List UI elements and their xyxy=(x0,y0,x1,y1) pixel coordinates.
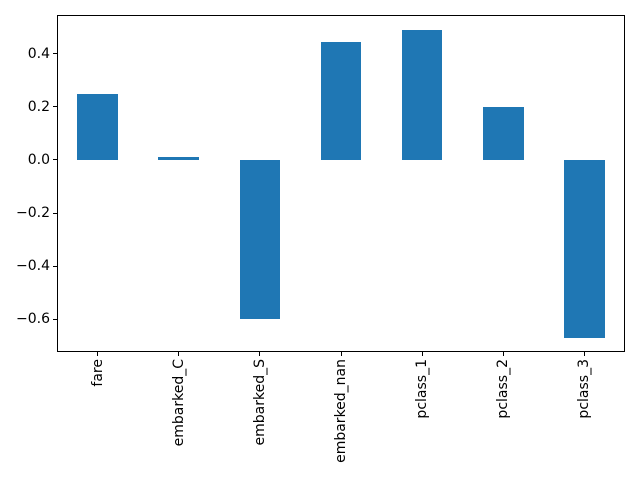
y-tick-label: −0.2 xyxy=(16,205,50,221)
y-tick-mark xyxy=(53,265,57,267)
bar-embarked_C xyxy=(158,157,199,160)
y-tick-label: 0.4 xyxy=(27,45,50,62)
y-tick-label: −0.4 xyxy=(16,258,50,274)
y-tick-label: 0.2 xyxy=(27,98,50,115)
x-tick-mark xyxy=(421,352,423,356)
x-tick-label: pclass_2 xyxy=(495,359,512,419)
bar-fare xyxy=(77,93,118,160)
x-tick-label: pclass_3 xyxy=(576,359,593,419)
x-tick-mark xyxy=(340,352,342,356)
bar-pclass_1 xyxy=(401,29,443,160)
x-tick-label: pclass_1 xyxy=(414,359,431,419)
bar-pclass_2 xyxy=(483,106,524,160)
y-tick-mark xyxy=(53,318,57,320)
x-tick-mark xyxy=(502,352,504,356)
y-tick-label: −0.6 xyxy=(16,311,50,328)
x-tick-label: embarked_S xyxy=(251,359,268,446)
y-tick-mark xyxy=(53,159,57,161)
bar-embarked_nan xyxy=(320,41,362,160)
y-tick-label: 0.0 xyxy=(27,151,50,168)
x-tick-mark xyxy=(178,352,180,356)
x-tick-mark xyxy=(97,352,99,356)
bar-pclass_3 xyxy=(564,159,605,338)
x-tick-label: embarked_nan xyxy=(333,359,349,463)
y-tick-mark xyxy=(53,106,57,108)
x-tick-label: fare xyxy=(89,359,106,387)
y-tick-mark xyxy=(53,212,57,214)
bar-embarked_S xyxy=(239,159,281,320)
y-tick-mark xyxy=(53,53,57,55)
x-tick-mark xyxy=(583,352,585,356)
x-tick-label: embarked_C xyxy=(170,359,187,447)
x-tick-mark xyxy=(259,352,261,356)
